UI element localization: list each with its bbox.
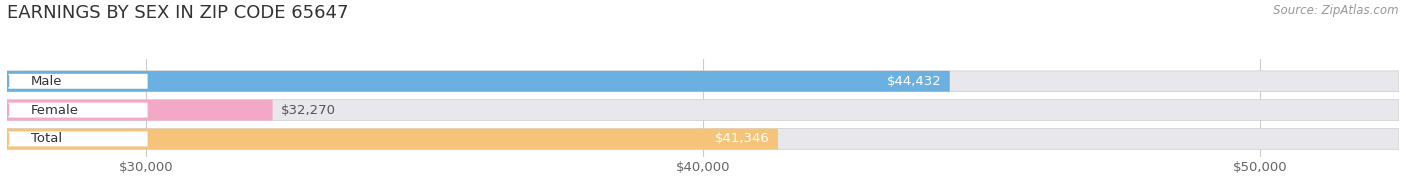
Text: Source: ZipAtlas.com: Source: ZipAtlas.com: [1274, 4, 1399, 17]
Text: $44,432: $44,432: [887, 75, 942, 88]
Text: Male: Male: [31, 75, 62, 88]
FancyBboxPatch shape: [8, 132, 148, 146]
FancyBboxPatch shape: [8, 74, 148, 89]
FancyBboxPatch shape: [7, 71, 1399, 92]
FancyBboxPatch shape: [8, 103, 148, 118]
Text: $32,270: $32,270: [281, 104, 336, 117]
Text: Total: Total: [31, 132, 62, 145]
Text: $41,346: $41,346: [714, 132, 769, 145]
FancyBboxPatch shape: [7, 71, 950, 92]
FancyBboxPatch shape: [7, 100, 1399, 121]
FancyBboxPatch shape: [7, 100, 273, 121]
Text: Female: Female: [31, 104, 79, 117]
FancyBboxPatch shape: [7, 129, 778, 149]
Text: EARNINGS BY SEX IN ZIP CODE 65647: EARNINGS BY SEX IN ZIP CODE 65647: [7, 4, 349, 22]
FancyBboxPatch shape: [7, 129, 1399, 149]
